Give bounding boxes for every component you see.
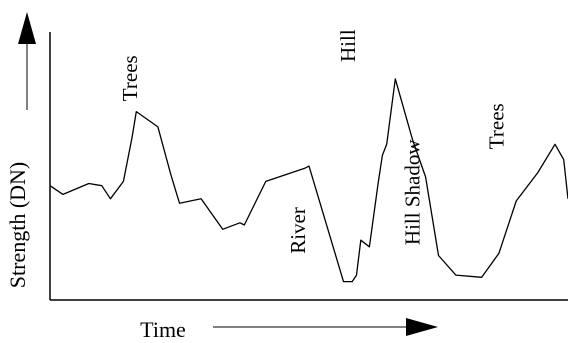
plot-area: Time Strength (DN) Trees River Hill Hill Sh… <box>5 12 568 342</box>
annotation-label-1: River <box>286 207 310 254</box>
annotation-label-2: Hill <box>336 29 360 62</box>
x-axis-label: Time <box>140 317 186 342</box>
annotation-label-4: Trees <box>485 103 509 149</box>
x-axis-arrowhead <box>406 318 438 336</box>
series-line <box>49 78 568 283</box>
annotation-label-0: Trees <box>118 55 142 101</box>
annotations: Trees River Hill Hill Shadow Trees <box>118 29 509 254</box>
y-axis-label: Strength (DN) <box>5 162 30 288</box>
annotation-label-3: Hill Shadow <box>401 139 425 245</box>
y-axis-arrowhead <box>18 12 36 44</box>
